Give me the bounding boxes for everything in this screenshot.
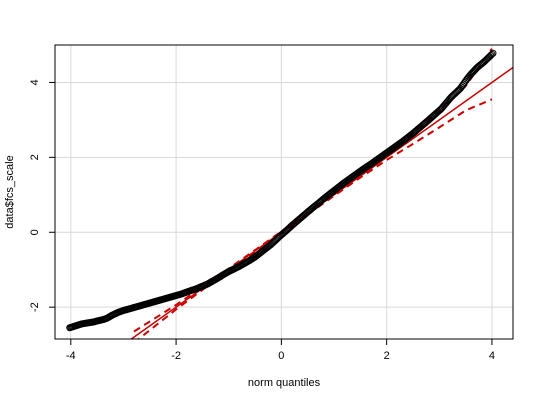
data-points (66, 49, 497, 332)
y-tick-label: 2 (29, 154, 41, 160)
gridlines (55, 45, 513, 339)
y-tick-label: -2 (29, 302, 41, 312)
x-tick-label: -4 (66, 350, 76, 362)
y-tick-label: 0 (29, 229, 41, 235)
y-axis: -2 0 2 4 (29, 79, 55, 312)
x-tick-label: 4 (489, 350, 495, 362)
x-tick-label: -2 (171, 350, 181, 362)
data-point (489, 49, 497, 57)
data-point (487, 51, 495, 59)
y-axis-title: data$fcs_scale (4, 155, 16, 228)
y-tick-label: 4 (29, 79, 41, 85)
data-point (488, 50, 496, 58)
x-axis-title: norm quantiles (248, 377, 321, 389)
x-tick-label: 2 (384, 350, 390, 362)
x-tick-label: 0 (278, 350, 284, 362)
plot-frame (54, 44, 514, 340)
envelope-lower (137, 98, 493, 339)
x-axis: -4 -2 0 2 4 (66, 339, 495, 362)
